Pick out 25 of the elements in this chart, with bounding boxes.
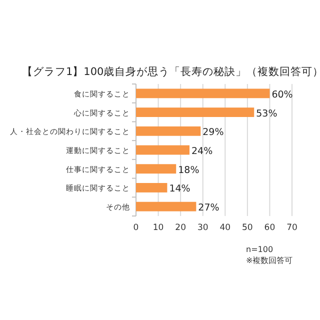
bar bbox=[136, 145, 190, 155]
x-tick-label: 60 bbox=[264, 223, 276, 233]
bar bbox=[136, 164, 176, 174]
bar bbox=[136, 108, 254, 117]
text: ※複数回答可 bbox=[246, 256, 293, 265]
text: n=100 bbox=[246, 245, 274, 254]
x-tick-label: 70 bbox=[286, 223, 298, 233]
x-tick-label: 40 bbox=[220, 223, 231, 233]
chart-title: 【グラフ1】100歳自身が思う「長寿の秘訣」（複数回答可） bbox=[22, 65, 320, 78]
x-tick-label: 10 bbox=[152, 223, 164, 233]
data-label: 14% bbox=[169, 184, 190, 195]
x-tick-label: 20 bbox=[175, 223, 186, 233]
x-tick-label: 30 bbox=[197, 223, 208, 233]
data-label: 27% bbox=[198, 202, 220, 214]
x-tick-label: 50 bbox=[242, 223, 253, 233]
data-label: 18% bbox=[178, 164, 200, 176]
bar bbox=[136, 126, 201, 136]
bar bbox=[136, 202, 196, 212]
bar bbox=[136, 88, 270, 98]
data-label: 53% bbox=[256, 108, 278, 120]
data-label: 29% bbox=[202, 127, 224, 138]
data-label: 24% bbox=[191, 146, 213, 157]
bar bbox=[136, 183, 168, 192]
x-tick-label: 0 bbox=[133, 223, 139, 233]
data-label: 60% bbox=[272, 89, 293, 100]
